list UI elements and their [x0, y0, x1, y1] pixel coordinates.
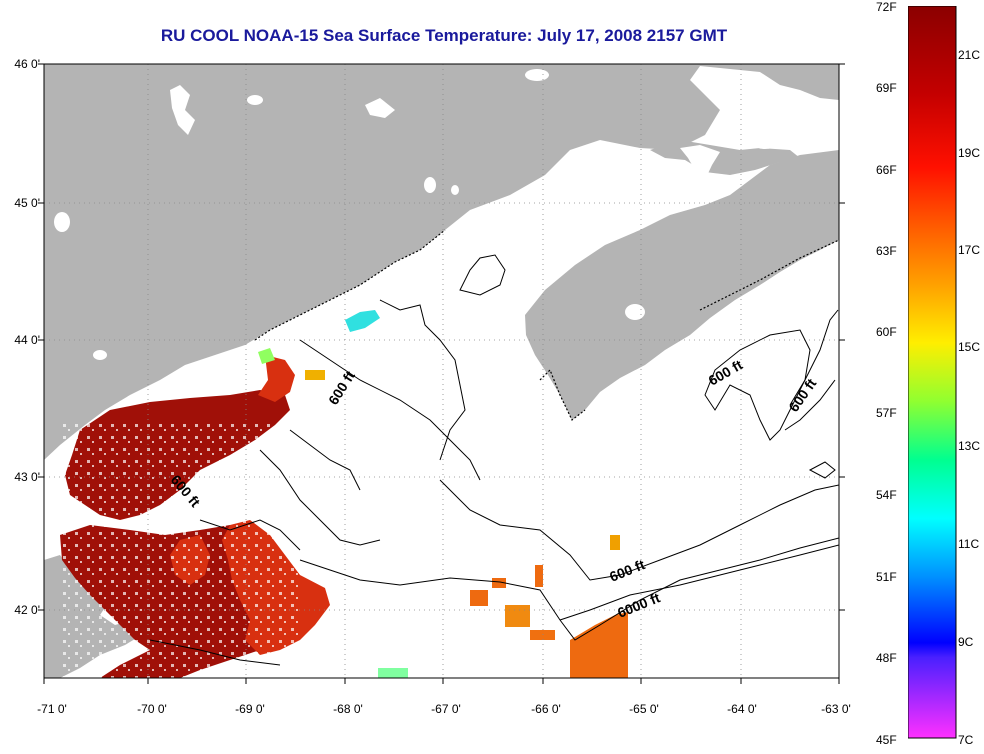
- colorbar-c-label: 17C: [958, 243, 981, 257]
- lon-label: -69 0': [235, 702, 265, 716]
- map-title: RU COOL NOAA-15 Sea Surface Temperature:…: [160, 26, 728, 45]
- lon-label: -65 0': [629, 702, 659, 716]
- land-mainland: [44, 64, 839, 460]
- colorbar-f-label: 69F: [876, 81, 897, 95]
- colorbar-f-label: 57F: [876, 406, 897, 420]
- colorbar-f-label: 54F: [876, 488, 897, 502]
- contour-6000ft: [559, 544, 839, 621]
- colorbar-f-label: 66F: [876, 163, 897, 177]
- lon-label: -71 0': [37, 702, 67, 716]
- axis-ticks: [38, 63, 845, 684]
- colorbar-c-label: 9C: [958, 635, 974, 649]
- colorbar-f-label: 63F: [876, 244, 897, 258]
- colorbar: [908, 6, 957, 739]
- colorbar-c-label: 11C: [958, 537, 980, 551]
- lon-label: -64 0': [727, 702, 757, 716]
- colorbar-f-label: 51F: [876, 570, 897, 584]
- inland-lakes: [54, 69, 775, 360]
- land-north: [760, 72, 839, 100]
- sst-patches-cool: [258, 310, 408, 678]
- land-nova-scotia: [525, 150, 839, 420]
- colorbar-c-label: 19C: [958, 146, 981, 160]
- sst-patch-west-edge: [258, 355, 295, 402]
- lon-label: -63 0': [821, 702, 851, 716]
- colorbar-c-label: 7C: [958, 733, 974, 747]
- colorbar-f-label: 60F: [876, 325, 897, 339]
- coast-detail: [254, 229, 839, 421]
- colorbar-f-label: 48F: [876, 651, 897, 665]
- lon-label: -67 0': [431, 702, 461, 716]
- lat-label: 44 0': [14, 333, 40, 347]
- lon-label: -68 0': [333, 702, 363, 716]
- colorbar-c-label: 13C: [958, 439, 981, 453]
- lon-label: -70 0': [137, 702, 167, 716]
- colorbar-f-label: 45F: [876, 733, 897, 747]
- map-frame: [43, 63, 840, 679]
- lon-label: -66 0': [531, 702, 561, 716]
- lat-label: 45 0': [14, 196, 40, 210]
- bathymetry-contours: [149, 254, 839, 666]
- sst-patches-east: [470, 535, 628, 678]
- colorbar-c-label: 21C: [958, 48, 981, 62]
- colorbar-c-label: 15C: [958, 340, 981, 354]
- lat-label: 42 0': [14, 603, 40, 617]
- colorbar-f-label: 72F: [876, 0, 897, 14]
- lat-label: 43 0': [14, 470, 40, 484]
- lat-label: 46 0': [14, 57, 40, 71]
